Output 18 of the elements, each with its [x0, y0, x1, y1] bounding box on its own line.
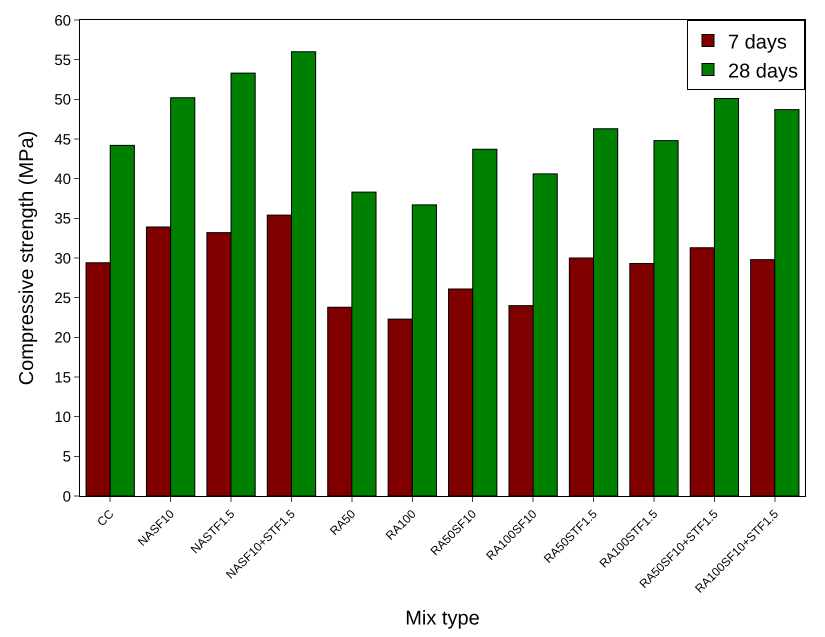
- y-tick-label: 30: [54, 250, 71, 268]
- y-tick-label: 10: [54, 408, 71, 426]
- y-tick-label: 50: [54, 92, 71, 109]
- y-tick-label: 35: [54, 210, 71, 228]
- y-tick-label: 40: [54, 170, 71, 188]
- x-axis-title: Mix type: [405, 607, 480, 630]
- y-tick-label: 45: [54, 131, 71, 148]
- x-tick-label: CC: [94, 506, 117, 530]
- y-tick-label: 5: [62, 448, 71, 466]
- y-tick-label: 25: [54, 290, 71, 307]
- y-tick-label: 20: [54, 330, 71, 347]
- y-tick-label: 60: [54, 12, 71, 30]
- y-tick-label: 15: [54, 369, 71, 386]
- legend-label: 7 days: [728, 31, 787, 54]
- y-tick-label: 0: [62, 488, 71, 506]
- y-tick-label: 55: [54, 52, 71, 69]
- legend-label: 28 days: [728, 60, 798, 82]
- y-axis-title: Compressive strength (MPa): [16, 130, 38, 386]
